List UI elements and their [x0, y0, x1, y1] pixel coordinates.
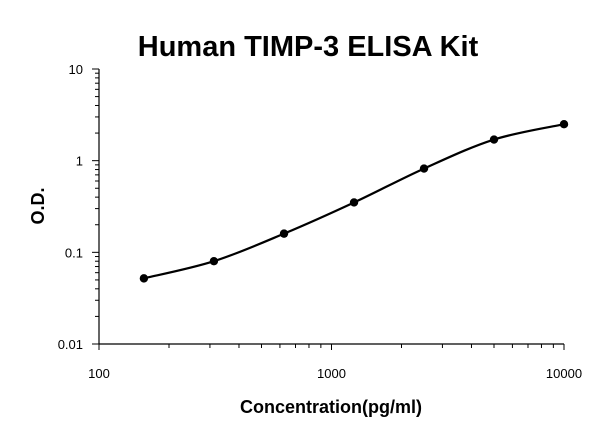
- y-tick-label: 10: [69, 62, 83, 77]
- axes: [98, 69, 564, 345]
- x-ticks: 100 1000 10000: [88, 344, 582, 381]
- x-tick-label: 100: [88, 366, 110, 381]
- series: [139, 119, 569, 283]
- x-axis-label: Concentration(pg/ml): [240, 397, 422, 417]
- data-point: [419, 164, 429, 173]
- data-point: [559, 119, 569, 129]
- x-tick-label: 10000: [546, 366, 582, 381]
- y-tick-label: 1: [76, 154, 83, 169]
- x-tick-label: 1000: [317, 366, 346, 381]
- chart-title: Human TIMP-3 ELISA Kit: [138, 31, 479, 63]
- data-point: [139, 274, 149, 283]
- data-point: [279, 229, 289, 238]
- data-point: [209, 257, 219, 266]
- y-ticks: 0.01 0.1 1 10: [58, 62, 99, 352]
- data-point: [489, 135, 499, 144]
- data-point: [349, 198, 359, 207]
- y-tick-label: 0.1: [65, 245, 83, 260]
- y-axis-label: O.D.: [28, 187, 48, 224]
- y-tick-label: 0.01: [58, 337, 83, 352]
